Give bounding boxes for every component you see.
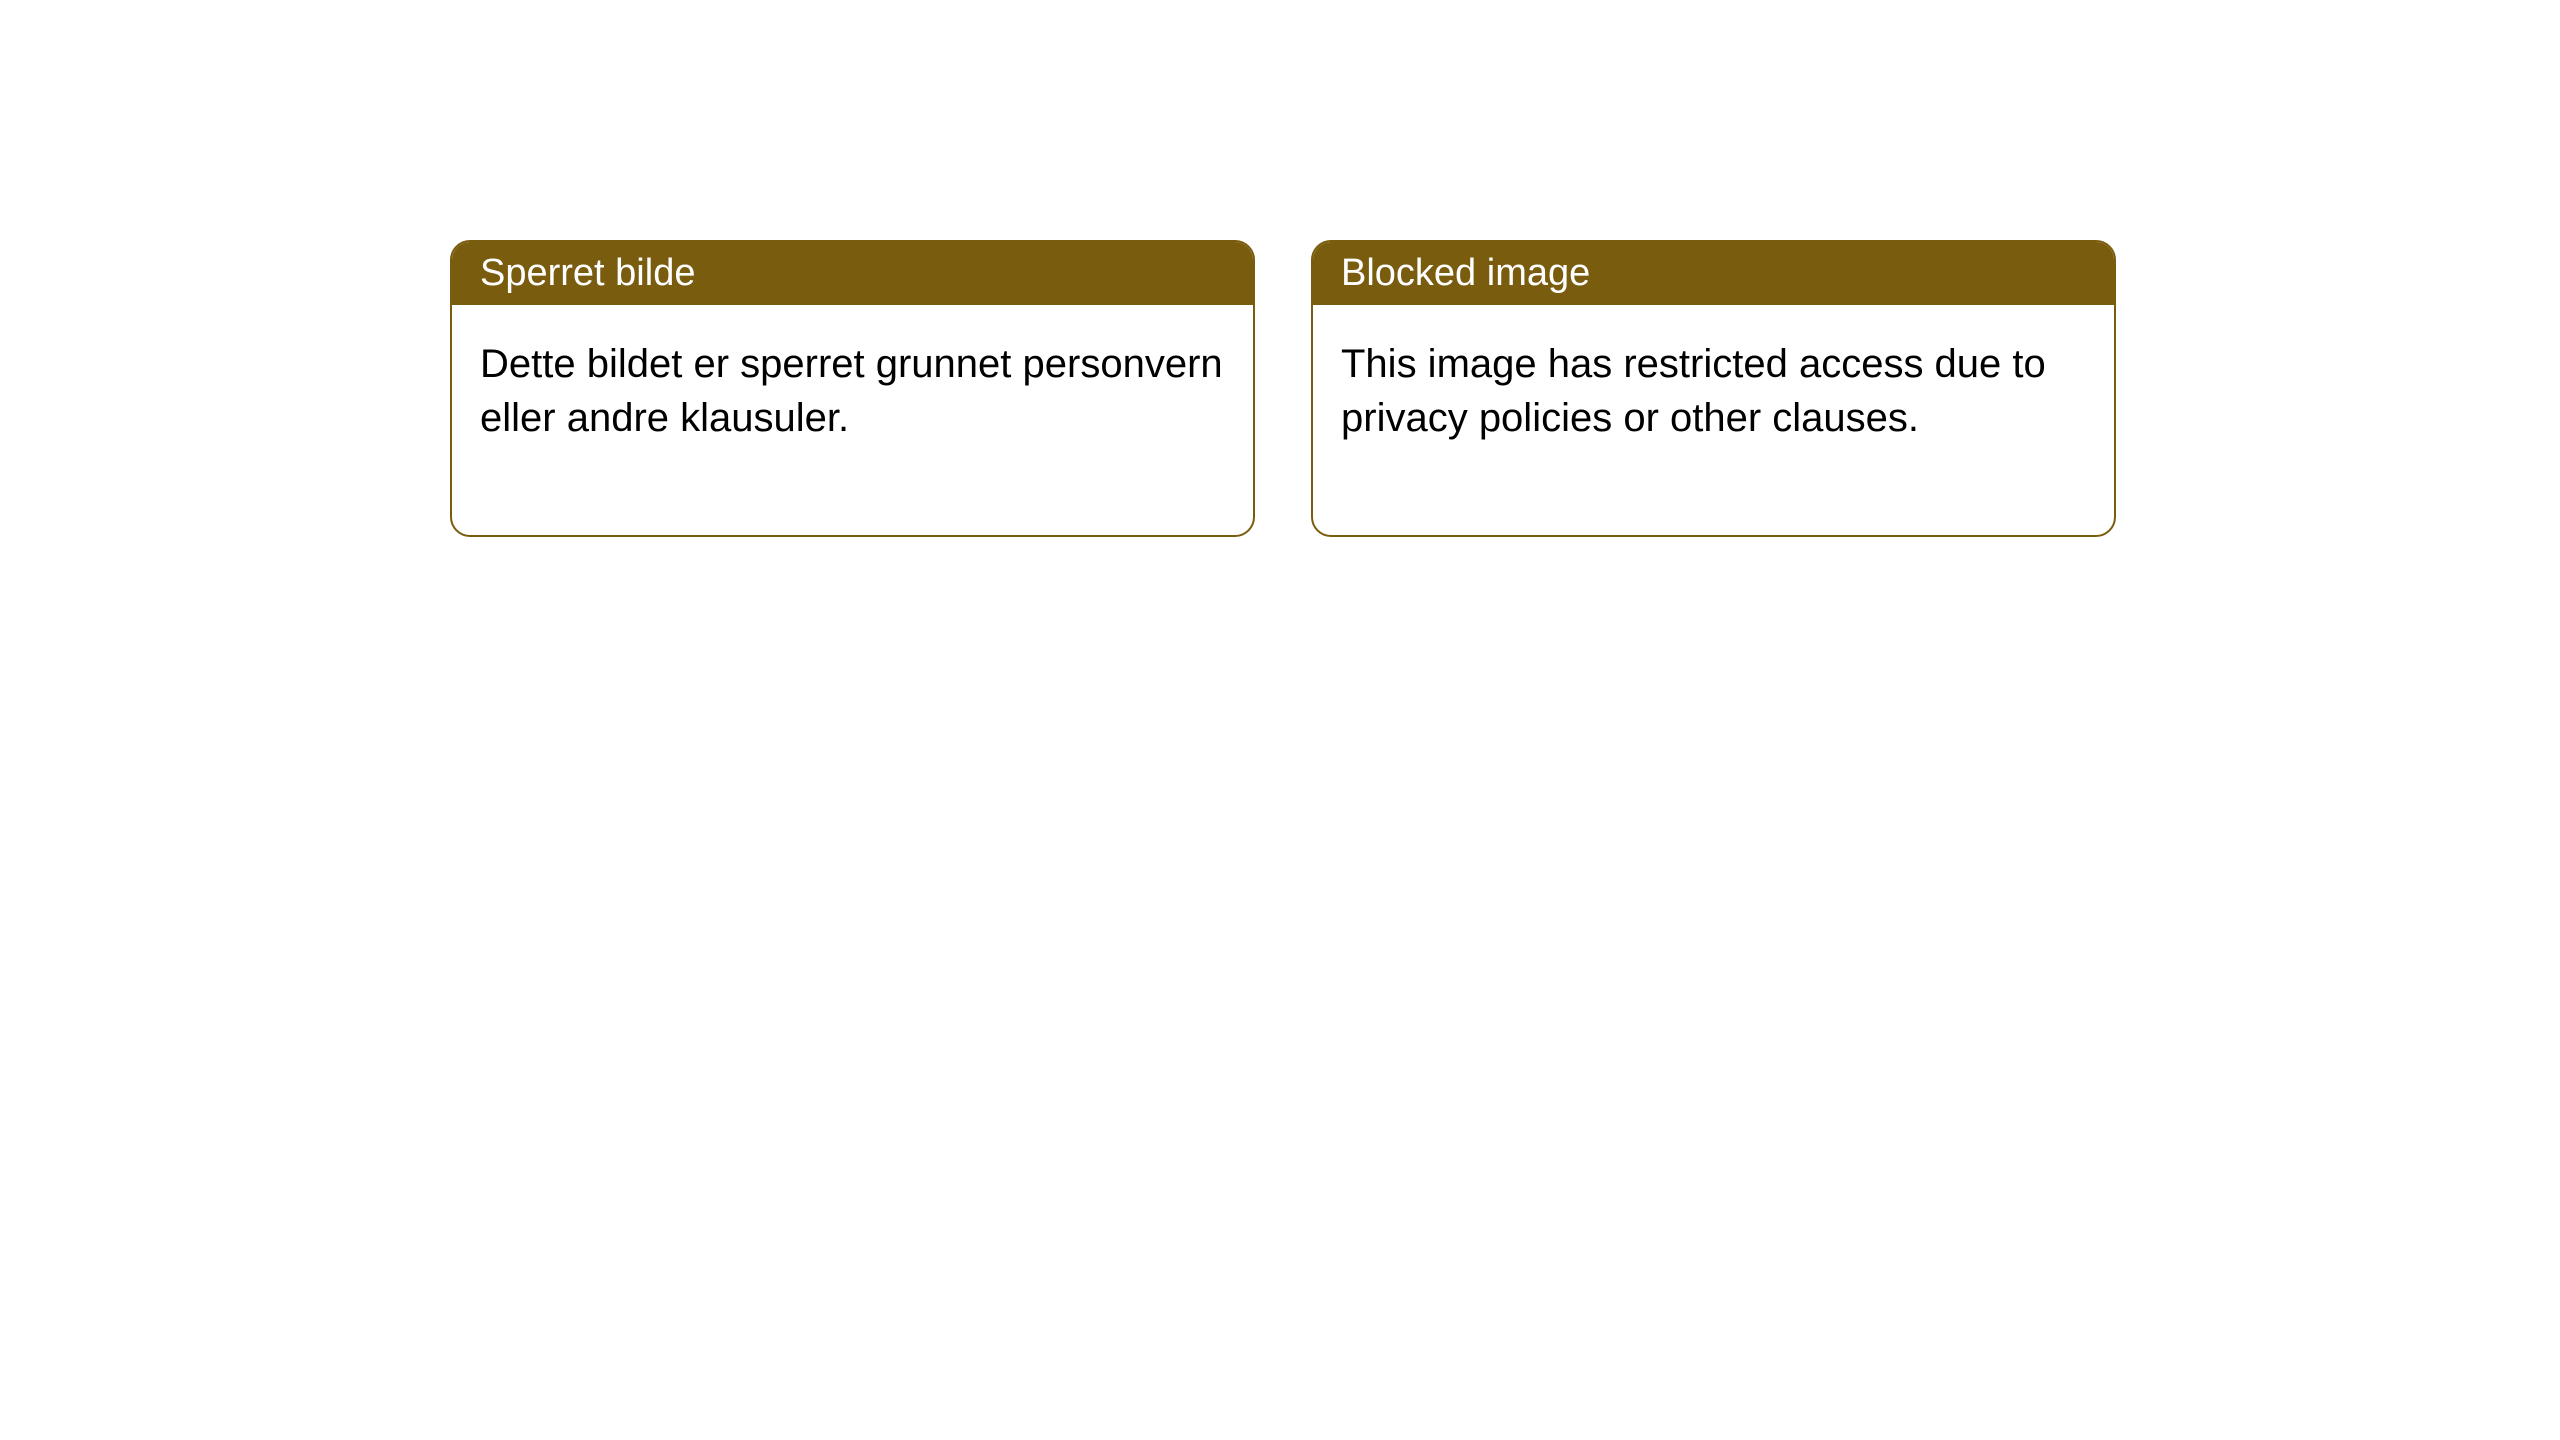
notice-body-english: This image has restricted access due to … bbox=[1313, 305, 2114, 535]
notice-header-norwegian: Sperret bilde bbox=[452, 242, 1253, 305]
notice-header-english: Blocked image bbox=[1313, 242, 2114, 305]
notice-card-norwegian: Sperret bilde Dette bildet er sperret gr… bbox=[450, 240, 1255, 537]
notice-title: Sperret bilde bbox=[480, 252, 695, 294]
notice-text: This image has restricted access due to … bbox=[1341, 342, 2046, 440]
notice-body-norwegian: Dette bildet er sperret grunnet personve… bbox=[452, 305, 1253, 535]
notice-container: Sperret bilde Dette bildet er sperret gr… bbox=[450, 240, 2116, 537]
notice-card-english: Blocked image This image has restricted … bbox=[1311, 240, 2116, 537]
notice-title: Blocked image bbox=[1341, 252, 1590, 294]
notice-text: Dette bildet er sperret grunnet personve… bbox=[480, 342, 1223, 440]
